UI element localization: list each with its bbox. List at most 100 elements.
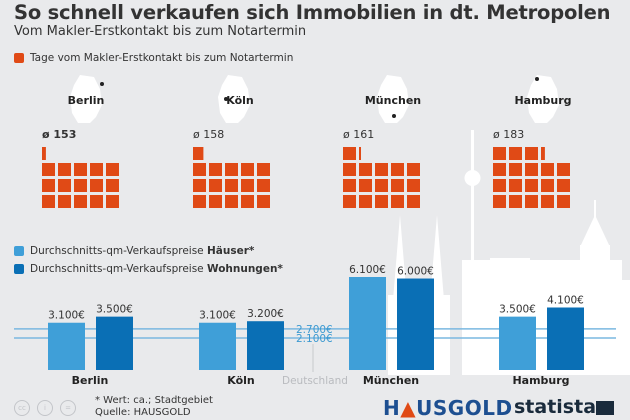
pictogram-hamburg: ø 183 [493, 128, 570, 208]
day-square [241, 163, 254, 176]
bar-group-berlin: 3.100€ 3.500€ Berlin [48, 304, 133, 387]
days-pictogram: ø 153 ø 158 ø 161 ø 183 [42, 128, 570, 208]
day-square [375, 163, 388, 176]
day-square [509, 147, 522, 160]
germany-map-3: Hamburg [514, 75, 572, 123]
day-square [74, 179, 87, 192]
city-location-dot [100, 82, 104, 86]
day-square [391, 179, 404, 192]
statista-logo-icon [596, 401, 614, 415]
day-square [42, 179, 55, 192]
bar-wohnungen [96, 316, 133, 370]
day-square [541, 163, 554, 176]
day-square [359, 179, 372, 192]
bar-value-label: 3.500€ [96, 304, 133, 316]
day-square [90, 195, 103, 208]
reference-line-label: 2.100€ [296, 333, 333, 345]
cc-nd-icon[interactable]: = [60, 400, 76, 416]
day-square [42, 163, 55, 176]
map-city-label: Hamburg [514, 94, 571, 107]
day-square [343, 179, 356, 192]
legend-houses-bold: Häuser* [206, 245, 255, 257]
statista-logo[interactable]: statista [514, 396, 597, 418]
day-square [541, 179, 554, 192]
day-square [241, 195, 254, 208]
pictogram-münchen: ø 161 [343, 128, 420, 208]
cc-license-icon[interactable]: cc [14, 400, 30, 416]
average-days-label: ø 158 [193, 128, 224, 141]
day-square [375, 179, 388, 192]
legend-days: Tage vom Makler-Erstkontakt bis zum Nota… [14, 52, 293, 64]
day-square-partial [193, 147, 204, 160]
day-square [407, 195, 420, 208]
bar-group-münchen: 6.100€ 6.000€ München [349, 264, 434, 387]
day-square [58, 163, 71, 176]
day-square [225, 163, 238, 176]
bar-group-hamburg: 3.500€ 4.100€ Hamburg [499, 294, 584, 387]
day-square [525, 179, 538, 192]
hausgold-logo-h: H [383, 396, 401, 420]
day-square [74, 163, 87, 176]
day-square [225, 195, 238, 208]
legend-swatch-houses [14, 246, 24, 256]
day-square [359, 163, 372, 176]
bar-value-label: 4.100€ [547, 294, 584, 306]
skyline-silhouette [388, 130, 630, 375]
city-location-dot [535, 77, 539, 81]
day-square [557, 163, 570, 176]
hausgold-logo[interactable]: H▲USGOLD [383, 396, 513, 420]
germany-map-shape [527, 75, 559, 123]
city-location-dot [392, 114, 396, 118]
bar-wohnungen [547, 307, 584, 370]
day-square [557, 195, 570, 208]
reference-caption-label: Deutschland [282, 375, 348, 387]
day-square-partial [541, 147, 545, 160]
legend-apartments: Durchschnitts-qm-Verkaufspreise Wohnunge… [14, 263, 283, 275]
average-days-label: ø 183 [493, 128, 524, 141]
hamburg-tower-roof [580, 215, 610, 247]
bar-häuser [349, 277, 386, 370]
chart-title: So schnell verkaufen sich Immobilien in … [14, 1, 611, 24]
pictogram-berlin: ø 153 [42, 128, 119, 208]
day-square [106, 163, 119, 176]
day-square [525, 195, 538, 208]
day-square [58, 179, 71, 192]
bar-wohnungen [397, 278, 434, 370]
day-square [193, 195, 206, 208]
day-square [391, 195, 404, 208]
building-dome-base [490, 258, 530, 278]
reference-line-label: 2.700€ [296, 324, 333, 336]
day-square [209, 179, 222, 192]
day-square [407, 179, 420, 192]
day-square [90, 179, 103, 192]
day-square [359, 195, 372, 208]
day-square [225, 179, 238, 192]
legend-houses: Durchschnitts-qm-Verkaufspreise Häuser* [14, 245, 254, 257]
day-square [193, 163, 206, 176]
bar-value-label: 3.100€ [48, 310, 85, 322]
price-bars: 2.700€2.100€ Deutschland 3.100€ 3.500€ Berli… [14, 264, 616, 387]
germany-map-shape [218, 75, 250, 123]
day-square [209, 163, 222, 176]
tv-tower-mast [471, 130, 474, 375]
bar-wohnungen [247, 321, 284, 370]
average-days-label: ø 161 [343, 128, 374, 141]
bar-city-label: Köln [227, 374, 255, 387]
bar-city-label: München [363, 374, 419, 387]
chart-subtitle: Vom Makler-Erstkontakt bis zum Notarterm… [14, 24, 307, 39]
day-square [209, 195, 222, 208]
bar-city-label: Berlin [72, 374, 109, 387]
bar-group-köln: 3.100€ 3.200€ Köln [199, 308, 284, 387]
day-square [241, 179, 254, 192]
building-right [605, 280, 630, 375]
pictogram-köln: ø 158 [193, 128, 270, 208]
day-square [58, 195, 71, 208]
bar-value-label: 6.000€ [397, 266, 434, 278]
cc-by-icon[interactable]: i [37, 400, 53, 416]
map-city-label: München [365, 94, 421, 107]
legend-houses-prefix: Durchschnitts-qm-Verkaufspreise [30, 245, 204, 257]
germany-map-1: Köln [218, 75, 254, 123]
hausgold-logo-rest: USGOLD [416, 396, 513, 420]
day-square [343, 163, 356, 176]
